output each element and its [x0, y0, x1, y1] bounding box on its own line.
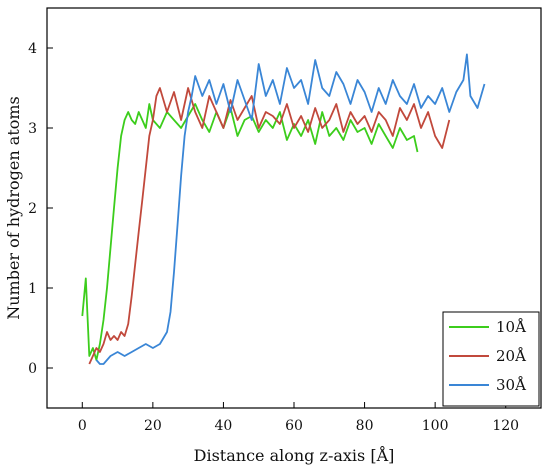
series-line-3: [95, 53, 486, 365]
legend-label-1: 10Å: [496, 318, 526, 336]
x-axis-title: Distance along z-axis [Å]: [194, 445, 395, 465]
y-tick-label: 1: [28, 281, 37, 297]
y-axis-ticks: 0 1 2 3 4: [28, 41, 53, 377]
y-tick-label: 0: [28, 361, 37, 377]
x-tick-label: 80: [356, 418, 374, 434]
legend: 10Å 20Å 30Å: [442, 311, 540, 407]
legend-label-3: 30Å: [496, 376, 526, 394]
x-tick-label: 60: [285, 418, 303, 434]
x-tick-label: 100: [422, 418, 449, 434]
y-tick-label: 2: [28, 201, 37, 217]
legend-label-2: 20Å: [496, 347, 526, 365]
series-layer: [81, 53, 486, 365]
x-tick-label: 20: [144, 418, 162, 434]
series-line-1: [81, 103, 419, 361]
x-tick-label: 40: [215, 418, 233, 434]
y-tick-label: 4: [28, 41, 37, 57]
y-axis-title: Number of hydrogen atoms: [4, 96, 23, 320]
x-tick-label: 0: [78, 418, 87, 434]
x-tick-label: 120: [492, 418, 519, 434]
x-axis-ticks: 0 20 40 60 80 100 120: [78, 402, 519, 434]
y-tick-label: 3: [28, 121, 37, 137]
series-line-2: [88, 87, 451, 365]
